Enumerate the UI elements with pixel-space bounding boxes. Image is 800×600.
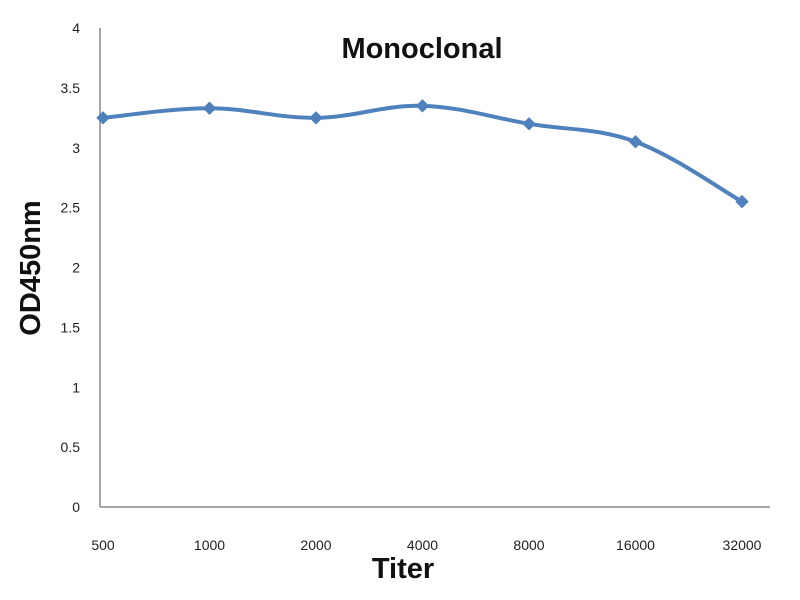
- chart-title: Monoclonal: [341, 33, 502, 65]
- data-point: [522, 117, 536, 131]
- y-tick-label: 2.5: [61, 200, 81, 216]
- y-tick-label: 4: [72, 20, 80, 36]
- data-point: [309, 111, 323, 125]
- y-tick-label: 0: [72, 499, 80, 515]
- y-tick-label: 3: [72, 140, 80, 156]
- y-tick-label: 0.5: [61, 439, 81, 455]
- data-point: [202, 101, 217, 115]
- data-point: [735, 194, 749, 209]
- series-group: [96, 99, 749, 209]
- y-tick-label: 1.5: [61, 319, 81, 335]
- x-tick-label: 8000: [513, 537, 544, 553]
- x-tick-label: 500: [91, 537, 115, 553]
- x-tick-label: 2000: [300, 537, 331, 553]
- data-point: [415, 99, 430, 113]
- x-tick-label: 1000: [194, 537, 225, 553]
- y-tick-label: 2: [72, 260, 80, 276]
- x-tick-label: 4000: [407, 537, 438, 553]
- x-axis-title: Titer: [372, 553, 434, 585]
- data-point: [628, 135, 643, 149]
- y-tick-label: 3.5: [61, 80, 81, 96]
- x-tick-label: 16000: [616, 537, 655, 553]
- x-tick-labels: 500 1000 2000 4000 8000 16000 32000: [91, 537, 761, 553]
- y-tick-labels: 0 0.5 1 1.5 2 2.5 3 3.5 4: [61, 20, 81, 515]
- x-tick-label: 32000: [723, 537, 762, 553]
- y-axis-title: OD450nm: [15, 200, 47, 335]
- data-point: [96, 111, 110, 125]
- y-tick-label: 1: [72, 379, 80, 395]
